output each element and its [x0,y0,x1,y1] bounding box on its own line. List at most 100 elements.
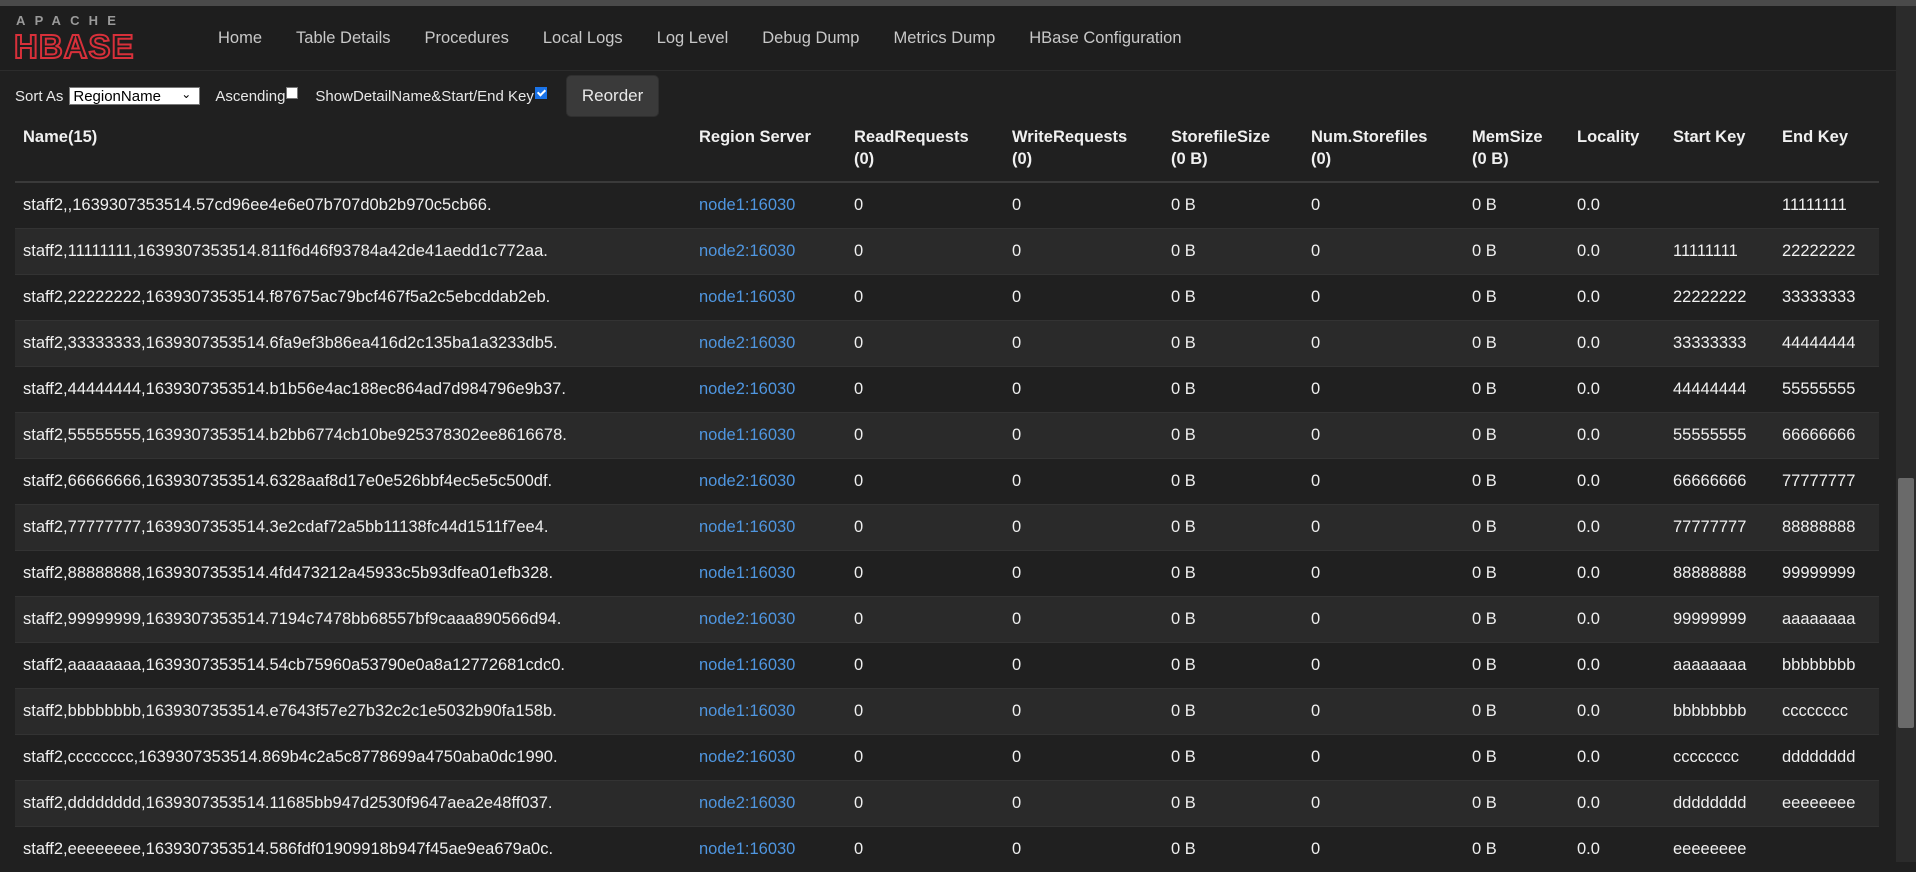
region-server-cell: node2:16030 [691,367,846,413]
write-requests-cell: 0 [1004,367,1163,413]
nav-metrics-dump[interactable]: Metrics Dump [876,6,1012,70]
start-key-cell: 22222222 [1665,275,1774,321]
locality-cell: 0.0 [1569,689,1665,735]
locality-cell: 0.0 [1569,735,1665,781]
table-row: staff2,bbbbbbbb,1639307353514.e7643f57e2… [15,689,1879,735]
read-requests-cell: 0 [846,275,1004,321]
sort-select[interactable]: RegionName ⌄ [69,87,200,105]
nav-log-level[interactable]: Log Level [640,6,746,70]
start-key-cell: cccccccc [1665,735,1774,781]
region-server-cell: node2:16030 [691,597,846,643]
hbase-logo[interactable]: APACHE HBASE [14,6,184,70]
vertical-scrollbar[interactable] [1896,6,1916,862]
mem-size-cell: 0 B [1464,367,1569,413]
show-detail-checkbox[interactable] [535,87,547,99]
region-name-cell: staff2,99999999,1639307353514.7194c7478b… [15,597,691,643]
region-server-link[interactable]: node2:16030 [699,334,795,352]
region-server-link[interactable]: node1:16030 [699,702,795,720]
header-start-key[interactable]: Start Key [1665,120,1774,182]
region-server-link[interactable]: node2:16030 [699,610,795,628]
write-requests-cell: 0 [1004,827,1163,872]
end-key-cell: 99999999 [1774,551,1879,597]
num-storefiles-cell: 0 [1303,275,1464,321]
region-server-link[interactable]: node1:16030 [699,288,795,306]
region-server-cell: node2:16030 [691,781,846,827]
write-requests-cell: 0 [1004,597,1163,643]
sort-toolbar: Sort As RegionName ⌄ Ascending ShowDetai… [0,71,1916,121]
num-storefiles-cell: 0 [1303,643,1464,689]
region-name-cell: staff2,66666666,1639307353514.6328aaf8d1… [15,459,691,505]
storefile-size-cell: 0 B [1163,459,1303,505]
mem-size-cell: 0 B [1464,413,1569,459]
end-key-cell: 33333333 [1774,275,1879,321]
header-storefile-size[interactable]: StorefileSize(0 B) [1163,120,1303,182]
mem-size-cell: 0 B [1464,597,1569,643]
write-requests-cell: 0 [1004,275,1163,321]
locality-cell: 0.0 [1569,182,1665,229]
end-key-cell: 55555555 [1774,367,1879,413]
table-row: staff2,22222222,1639307353514.f87675ac79… [15,275,1879,321]
header-num-storefiles[interactable]: Num.Storefiles(0) [1303,120,1464,182]
storefile-size-cell: 0 B [1163,597,1303,643]
header-total: (0) [1012,150,1155,169]
end-key-cell: eeeeeeee [1774,781,1879,827]
region-name-cell: staff2,33333333,1639307353514.6fa9ef3b86… [15,321,691,367]
sort-as-label: Sort As [15,88,63,105]
region-server-link[interactable]: node2:16030 [699,380,795,398]
nav-procedures[interactable]: Procedures [407,6,525,70]
mem-size-cell: 0 B [1464,689,1569,735]
header-region-server[interactable]: Region Server [691,120,846,182]
region-server-link[interactable]: node1:16030 [699,426,795,444]
region-server-link[interactable]: node2:16030 [699,242,795,260]
region-server-link[interactable]: node2:16030 [699,794,795,812]
mem-size-cell: 0 B [1464,229,1569,275]
nav-hbase-configuration[interactable]: HBase Configuration [1012,6,1198,70]
read-requests-cell: 0 [846,505,1004,551]
table-row: staff2,33333333,1639307353514.6fa9ef3b86… [15,321,1879,367]
header-label: End Key [1782,128,1871,147]
region-server-link[interactable]: node1:16030 [699,196,795,214]
start-key-cell: 44444444 [1665,367,1774,413]
header-locality[interactable]: Locality [1569,120,1665,182]
header-total: (0 B) [1171,150,1295,169]
read-requests-cell: 0 [846,827,1004,872]
locality-cell: 0.0 [1569,413,1665,459]
end-key-cell: 44444444 [1774,321,1879,367]
ascending-checkbox[interactable] [286,87,298,99]
nav-table-details[interactable]: Table Details [279,6,407,70]
nav-local-logs[interactable]: Local Logs [526,6,640,70]
start-key-cell: 11111111 [1665,229,1774,275]
storefile-size-cell: 0 B [1163,643,1303,689]
header-end-key[interactable]: End Key [1774,120,1879,182]
region-server-link[interactable]: node1:16030 [699,840,795,858]
header-mem-size[interactable]: MemSize(0 B) [1464,120,1569,182]
nav-debug-dump[interactable]: Debug Dump [745,6,876,70]
storefile-size-cell: 0 B [1163,689,1303,735]
start-key-cell: 66666666 [1665,459,1774,505]
scrollbar-thumb[interactable] [1898,478,1914,728]
mem-size-cell: 0 B [1464,551,1569,597]
header-read-requests[interactable]: ReadRequests(0) [846,120,1004,182]
region-server-link[interactable]: node1:16030 [699,656,795,674]
reorder-button[interactable]: Reorder [567,76,658,116]
write-requests-cell: 0 [1004,735,1163,781]
header-label: ReadRequests [854,128,996,147]
header-label: Name(15) [23,128,683,147]
storefile-size-cell: 0 B [1163,367,1303,413]
start-key-cell: 33333333 [1665,321,1774,367]
header-write-requests[interactable]: WriteRequests(0) [1004,120,1163,182]
region-server-link[interactable]: node2:16030 [699,748,795,766]
nav-home[interactable]: Home [201,6,279,70]
locality-cell: 0.0 [1569,321,1665,367]
region-server-link[interactable]: node1:16030 [699,518,795,536]
region-server-link[interactable]: node1:16030 [699,564,795,582]
table-row: staff2,66666666,1639307353514.6328aaf8d1… [15,459,1879,505]
locality-cell: 0.0 [1569,367,1665,413]
region-server-cell: node1:16030 [691,182,846,229]
region-server-link[interactable]: node2:16030 [699,472,795,490]
region-server-cell: node1:16030 [691,643,846,689]
locality-cell: 0.0 [1569,781,1665,827]
header-name[interactable]: Name(15) [15,120,691,182]
region-name-cell: staff2,dddddddd,1639307353514.11685bb947… [15,781,691,827]
region-name-cell: staff2,44444444,1639307353514.b1b56e4ac1… [15,367,691,413]
